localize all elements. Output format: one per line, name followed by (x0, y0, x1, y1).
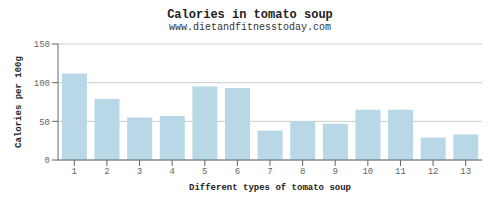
svg-text:11: 11 (395, 167, 406, 177)
svg-text:1: 1 (72, 167, 77, 177)
svg-text:50: 50 (39, 118, 50, 128)
svg-text:2: 2 (104, 167, 109, 177)
html-text:Calories in tomato soup: Calories in tomato soup (167, 8, 333, 22)
svg-text:7: 7 (267, 167, 272, 177)
svg-text:Calories per 100g: Calories per 100g (14, 56, 24, 148)
svg-text:6: 6 (235, 167, 240, 177)
svg-text:8: 8 (300, 167, 305, 177)
svg-text:0: 0 (45, 156, 50, 166)
svg-text:3: 3 (137, 167, 142, 177)
svg-text:150: 150 (34, 40, 50, 50)
svg-text:100: 100 (34, 79, 50, 89)
svg-text:12: 12 (428, 167, 439, 177)
svg-text:4: 4 (169, 167, 174, 177)
svg-text:5: 5 (202, 167, 207, 177)
html-text:www.dietandfitnesstoday.com: www.dietandfitnesstoday.com (169, 22, 331, 33)
svg-text:10: 10 (362, 167, 373, 177)
svg-text:Different types of tomato soup: Different types of tomato soup (189, 183, 351, 192)
svg-text:13: 13 (460, 167, 471, 177)
svg-text:9: 9 (333, 167, 338, 177)
